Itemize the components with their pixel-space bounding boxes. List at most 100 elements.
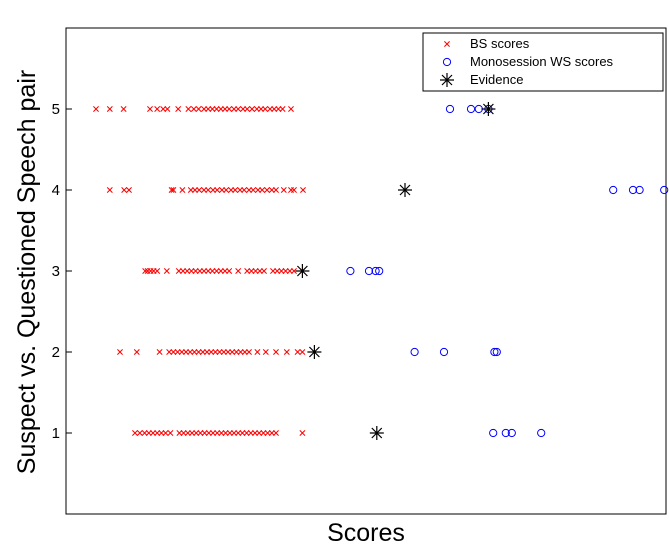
bs-score-point (226, 268, 233, 274)
bs-score-point (216, 349, 223, 355)
bs-score-point (228, 187, 234, 193)
bs-score-point (199, 349, 206, 355)
bs-score-point (268, 430, 275, 436)
monosession-ws-point (346, 266, 355, 276)
bs-score-point (243, 430, 250, 436)
bs-score-point (209, 268, 216, 274)
bs-score-point (154, 268, 161, 274)
monosession-ws-point (466, 104, 476, 114)
bs-score-point (248, 268, 255, 274)
bs-score-point (166, 349, 173, 355)
bs-score-point (193, 430, 200, 436)
bs-score-point (225, 349, 231, 355)
bs-score-point (187, 187, 194, 193)
bs-score-point (299, 349, 306, 355)
bs-score-point (120, 106, 127, 112)
bs-score-point (264, 187, 270, 193)
bs-score-point (299, 430, 306, 436)
bs-score-point (226, 106, 233, 112)
bs-score-point (184, 430, 191, 436)
bs-score-point (195, 106, 202, 112)
monosession-ws-point (635, 185, 644, 195)
legend-marker-monosession-ws-point (442, 57, 452, 67)
bs-score-point (170, 349, 177, 355)
bs-score-point (185, 106, 192, 112)
bs-score-point (196, 187, 203, 193)
bs-score-point (222, 268, 228, 274)
bs-score-point (240, 106, 246, 112)
bs-score-point (160, 106, 167, 112)
bs-score-point (222, 430, 229, 436)
bs-score-point (147, 106, 153, 112)
bs-score-point (273, 430, 279, 436)
bs-score-point (250, 187, 257, 193)
bs-score-point (175, 268, 182, 274)
evidence-point (481, 102, 496, 116)
monosession-ws-point (507, 428, 516, 438)
bs-score-point (201, 268, 207, 274)
bs-score-point (275, 106, 282, 112)
bs-score-point (223, 187, 230, 193)
bs-score-point (201, 106, 207, 112)
monosession-ws-point (439, 347, 449, 357)
bs-score-point (218, 430, 225, 436)
bs-score-point (132, 430, 138, 436)
bs-score-point (179, 187, 186, 193)
bs-score-point (264, 430, 271, 436)
y-tick-label: 5 (52, 101, 60, 118)
bs-score-point (256, 430, 263, 436)
bs-score-point (279, 106, 286, 112)
bs-score-point (252, 268, 259, 274)
bs-score-point (106, 106, 113, 112)
monosession-ws-point (501, 428, 510, 438)
bs-score-point (162, 430, 169, 436)
bs-score-point (121, 187, 128, 193)
bs-score-point (291, 268, 297, 274)
legend-entry-evidence: Evidence (470, 72, 523, 87)
bs-score-point (154, 106, 161, 112)
bs-score-point (294, 349, 301, 355)
bs-score-point (237, 187, 243, 193)
bs-score-point (247, 430, 254, 436)
bs-score-point (136, 430, 143, 436)
monosession-ws-point (445, 104, 455, 114)
bs-score-point (176, 430, 183, 436)
bs-score-point (241, 349, 248, 355)
bs-score-point (212, 349, 219, 355)
bs-score-point (196, 268, 203, 274)
bs-score-point (300, 187, 306, 193)
bs-score-point (232, 187, 239, 193)
bs-score-point (258, 106, 264, 112)
bs-score-point (246, 349, 252, 355)
bs-score-point (142, 268, 149, 274)
bs-score-point (273, 187, 279, 193)
bs-score-point (205, 187, 212, 193)
bs-score-point (210, 187, 216, 193)
bs-score-point (188, 268, 195, 274)
bs-score-point (210, 430, 216, 436)
bs-score-point (209, 106, 216, 112)
bs-score-point (244, 268, 251, 274)
bs-score-point (231, 106, 237, 112)
bs-score-point (235, 106, 242, 112)
monosession-ws-point (628, 185, 638, 195)
bs-score-point (167, 430, 174, 436)
bs-score-point (241, 187, 248, 193)
bs-score-point (286, 268, 293, 274)
y-tick-label: 3 (52, 263, 60, 280)
legend-marker-evidence-point (440, 73, 454, 87)
bs-score-point (273, 349, 279, 355)
legend-marker-bs-score-point (444, 41, 450, 47)
bs-score-point (226, 430, 233, 436)
bs-score-point (175, 106, 182, 112)
bs-score-point (204, 349, 210, 355)
bs-score-point (205, 106, 212, 112)
monosession-ws-point (660, 185, 669, 195)
bs-score-point (208, 349, 215, 355)
bs-score-point (291, 187, 297, 193)
bs-score-point (164, 106, 171, 112)
legend-box (422, 32, 664, 92)
bs-score-point (260, 430, 267, 436)
bs-score-point (254, 349, 261, 355)
bs-score-point (214, 430, 221, 436)
